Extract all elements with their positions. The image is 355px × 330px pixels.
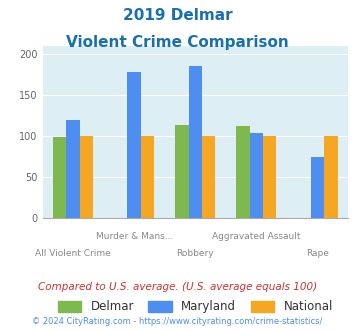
Bar [53, 137, 66, 218]
Bar [189, 66, 202, 218]
Bar [141, 136, 154, 218]
Bar [324, 136, 338, 218]
Legend: Delmar, Maryland, National: Delmar, Maryland, National [53, 296, 338, 318]
Bar [263, 136, 277, 218]
Text: Compared to U.S. average. (U.S. average equals 100): Compared to U.S. average. (U.S. average … [38, 282, 317, 292]
Text: Violent Crime Comparison: Violent Crime Comparison [66, 35, 289, 50]
Text: 2019 Delmar: 2019 Delmar [123, 8, 232, 23]
Bar [202, 136, 215, 218]
Text: All Violent Crime: All Violent Crime [35, 249, 111, 258]
Text: Aggravated Assault: Aggravated Assault [212, 232, 301, 241]
Bar [250, 133, 263, 218]
Text: Murder & Mans...: Murder & Mans... [95, 232, 173, 241]
Bar [66, 120, 80, 218]
Bar [127, 72, 141, 218]
Text: Robbery: Robbery [176, 249, 214, 258]
Bar [236, 126, 250, 218]
Bar [311, 156, 324, 218]
Bar [80, 136, 93, 218]
Text: © 2024 CityRating.com - https://www.cityrating.com/crime-statistics/: © 2024 CityRating.com - https://www.city… [32, 317, 323, 326]
Text: Rape: Rape [306, 249, 329, 258]
Bar [175, 125, 189, 218]
